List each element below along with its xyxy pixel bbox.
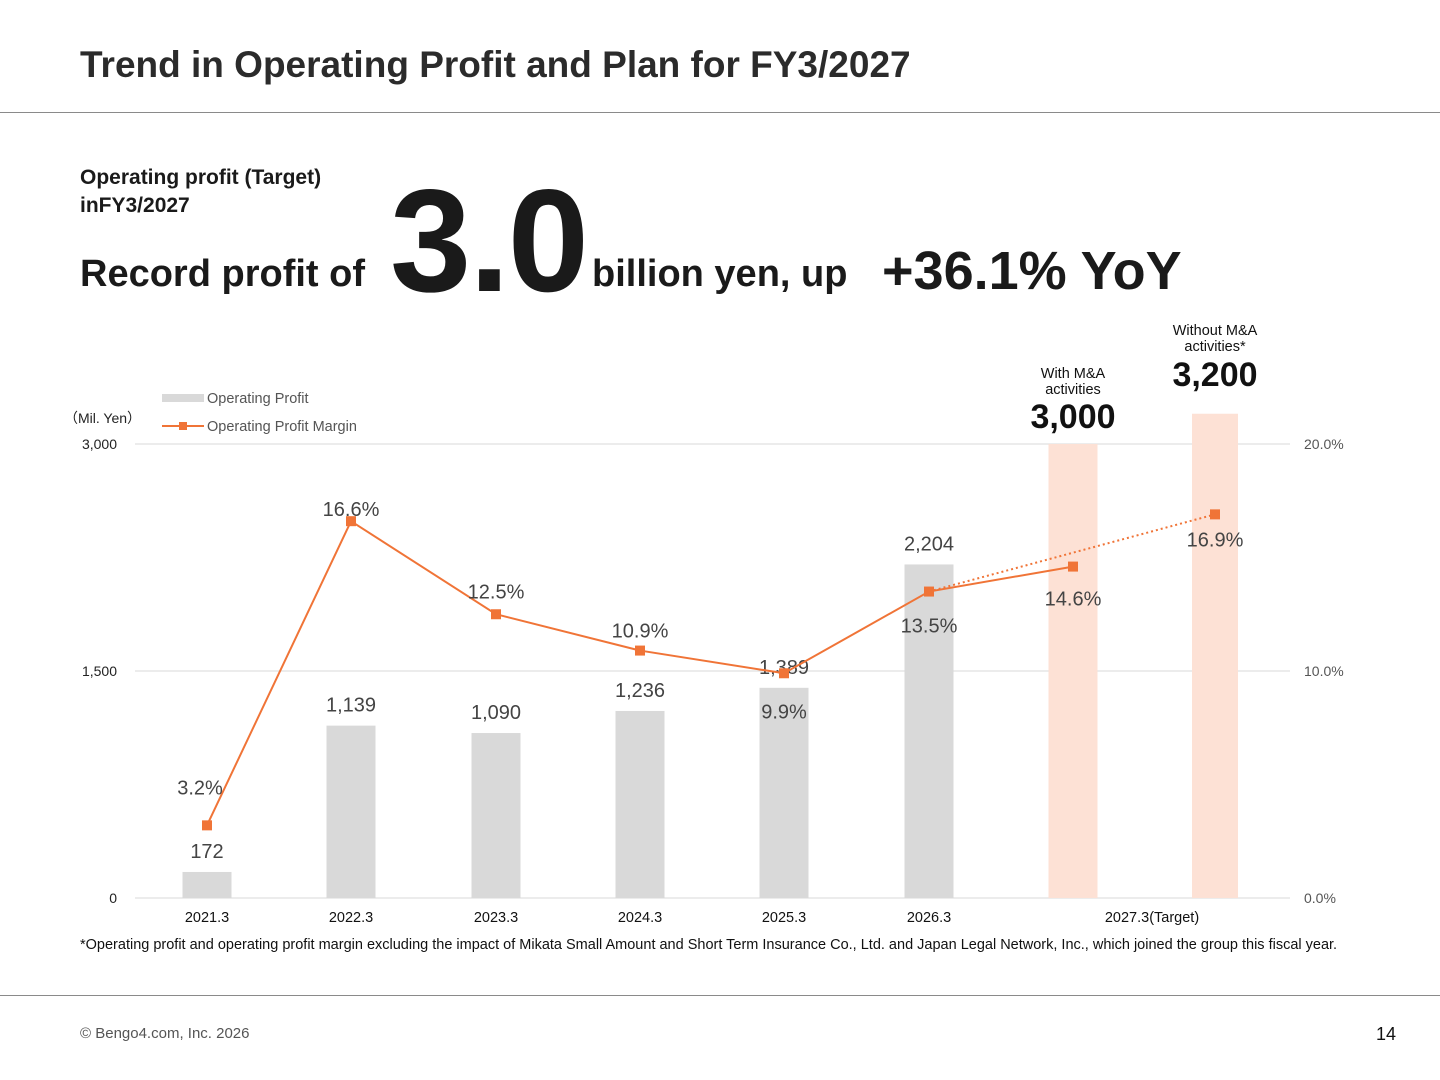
- margin-projection-line: [928, 513, 1216, 593]
- headline-big-number: 3.0: [390, 159, 589, 322]
- bar-value-label: 1,090: [471, 702, 521, 724]
- target-caption: activities*: [1184, 339, 1246, 355]
- bar-value-label: 2,204: [904, 533, 954, 555]
- y2-tick-label: 0.0%: [1304, 890, 1336, 906]
- bar: [326, 725, 376, 898]
- title-divider: [0, 112, 1440, 113]
- margin-marker: [1210, 509, 1220, 520]
- operating-profit-chart: 0 1,500 3,000 0.0% 10.0% 20.0% （Mil. Yen） Opera…: [64, 323, 1344, 926]
- legend-label: Operating Profit: [207, 391, 309, 407]
- legend-swatch-marker: [179, 422, 187, 430]
- margin-value-label: 10.9%: [612, 621, 669, 643]
- bar: [471, 733, 521, 898]
- target-caption: With M&A: [1041, 366, 1106, 382]
- target-bar-without-ma: [1192, 413, 1238, 898]
- y-tick-label: 3,000: [82, 436, 117, 452]
- y-tick-label: 0: [109, 890, 117, 906]
- page-number: 14: [1376, 1024, 1397, 1044]
- target-caption: Without M&A: [1173, 323, 1258, 339]
- margin-marker: [1068, 561, 1078, 572]
- target-caption: activities: [1045, 382, 1101, 398]
- target-value-label: 3,000: [1030, 398, 1115, 436]
- margin-value-label: 16.9%: [1187, 529, 1244, 551]
- margin-value-label: 3.2%: [177, 777, 223, 799]
- subheading-line-2: inFY3/2027: [80, 194, 190, 217]
- y-tick-label: 1,500: [82, 663, 117, 679]
- bar: [759, 687, 809, 898]
- y2-tick-label: 20.0%: [1304, 436, 1344, 452]
- margin-value-label: 13.5%: [901, 616, 958, 638]
- headline-growth: +36.1% YoY: [882, 241, 1182, 301]
- margin-marker: [346, 516, 356, 527]
- copyright: © Bengo4.com, Inc. 2026: [80, 1025, 250, 1042]
- target-value-label: 3,200: [1172, 356, 1257, 394]
- bar-value-label: 1,389: [759, 657, 809, 679]
- margin-value-label: 16.6%: [323, 499, 380, 521]
- x-tick-label: 2027.3(Target): [1105, 910, 1199, 926]
- margin-value-label: 9.9%: [761, 701, 807, 723]
- margin-marker: [779, 668, 789, 679]
- bar: [615, 710, 665, 898]
- bar-value-label: 172: [190, 841, 223, 863]
- x-tick-label: 2024.3: [618, 910, 662, 926]
- bar: [904, 564, 954, 898]
- headline-lead: Record profit of: [80, 253, 365, 295]
- subheading-line-1: Operating profit (Target): [80, 166, 322, 189]
- footnote: *Operating profit and operating profit m…: [80, 937, 1338, 953]
- page-title: Trend in Operating Profit and Plan for F…: [80, 44, 911, 85]
- y-axis-unit-label: （Mil. Yen）: [64, 410, 141, 426]
- bar-value-label: 1,139: [326, 695, 376, 717]
- x-tick-label: 2021.3: [185, 910, 229, 926]
- legend-label: Operating Profit Margin: [207, 419, 357, 435]
- margin-marker: [491, 609, 501, 620]
- margin-value-label: 12.5%: [468, 581, 525, 603]
- margin-marker: [924, 586, 934, 597]
- target-bar-with-ma: [1048, 444, 1098, 898]
- bar-value-label: 1,236: [615, 680, 665, 702]
- x-tick-label: 2023.3: [474, 910, 518, 926]
- y2-tick-label: 10.0%: [1304, 663, 1344, 679]
- x-tick-label: 2022.3: [329, 910, 373, 926]
- headline-tail: billion yen, up: [592, 253, 848, 295]
- footer-divider: [0, 995, 1440, 996]
- legend-swatch-bar: [162, 394, 204, 402]
- x-tick-label: 2025.3: [762, 910, 806, 926]
- margin-marker: [635, 645, 645, 656]
- margin-value-label: 14.6%: [1045, 589, 1102, 611]
- bar: [182, 871, 232, 898]
- margin-marker: [202, 820, 212, 831]
- x-tick-label: 2026.3: [907, 910, 951, 926]
